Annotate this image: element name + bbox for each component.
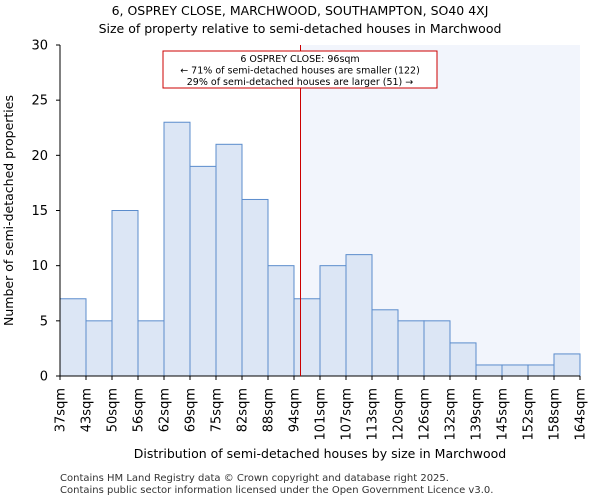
annotation-line: 6 OSPREY CLOSE: 96sqm xyxy=(240,54,359,65)
histogram-bar xyxy=(267,265,295,377)
x-tick-label: 164sqm xyxy=(574,388,589,441)
x-tick-label: 56sqm xyxy=(132,388,147,432)
y-tick-label: 25 xyxy=(31,94,48,109)
histogram-bar xyxy=(345,254,373,377)
x-tick-label: 120sqm xyxy=(392,388,407,441)
x-tick-label: 88sqm xyxy=(262,388,277,432)
x-tick-label: 158sqm xyxy=(548,388,563,441)
y-tick-label: 30 xyxy=(31,39,48,54)
histogram-bar xyxy=(397,320,425,377)
x-tick-label: 75sqm xyxy=(210,388,225,432)
x-tick-label: 62sqm xyxy=(158,388,173,432)
annotation-line: ← 71% of semi-detached houses are smalle… xyxy=(180,66,420,77)
x-tick-label: 126sqm xyxy=(418,388,433,441)
histogram-bar xyxy=(553,353,581,377)
histogram-bar xyxy=(215,143,243,377)
chart-subtitle: Size of property relative to semi-detach… xyxy=(98,21,502,36)
histogram-bar xyxy=(59,298,87,377)
histogram-bar xyxy=(501,364,529,377)
x-tick-label: 37sqm xyxy=(54,388,69,432)
footer-copyright: Contains HM Land Registry data © Crown c… xyxy=(60,473,449,484)
histogram-bar xyxy=(319,265,347,377)
x-tick-label: 43sqm xyxy=(80,388,95,432)
x-tick-label: 69sqm xyxy=(184,388,199,432)
histogram-bar xyxy=(85,320,113,377)
histogram-bar xyxy=(475,364,503,377)
histogram-bar xyxy=(527,364,555,377)
y-tick-label: 20 xyxy=(31,149,48,164)
annotation-box xyxy=(162,50,438,89)
x-tick-label: 145sqm xyxy=(496,388,511,441)
histogram-bar xyxy=(423,320,451,377)
x-tick-label: 82sqm xyxy=(236,388,251,432)
histogram-bar xyxy=(111,210,139,377)
x-tick-label: 107sqm xyxy=(340,388,355,441)
y-axis-label: Number of semi-detached properties xyxy=(1,95,16,326)
x-tick-label: 152sqm xyxy=(522,388,537,441)
x-tick-label: 113sqm xyxy=(366,388,381,441)
x-tick-label: 50sqm xyxy=(106,388,121,432)
chart-title: 6, OSPREY CLOSE, MARCHWOOD, SOUTHAMPTON,… xyxy=(111,3,489,18)
x-tick-label: 101sqm xyxy=(314,388,329,441)
histogram-bar xyxy=(293,298,321,377)
histogram-bar xyxy=(241,198,269,377)
x-axis-label: Distribution of semi-detached houses by … xyxy=(134,446,507,461)
x-tick-label: 94sqm xyxy=(288,388,303,432)
annotation-line: 29% of semi-detached houses are larger (… xyxy=(187,77,414,88)
histogram-bar xyxy=(137,320,165,377)
x-tick-label: 139sqm xyxy=(470,388,485,441)
histogram-bar xyxy=(449,342,477,377)
y-tick-label: 10 xyxy=(31,259,48,274)
y-tick-label: 0 xyxy=(40,370,48,385)
y-tick-label: 5 xyxy=(40,314,48,329)
histogram-bar xyxy=(189,165,217,377)
marker-annotation: 6 OSPREY CLOSE: 96sqm← 71% of semi-detac… xyxy=(162,50,438,89)
histogram-bar xyxy=(163,121,191,377)
footer-licence: Contains public sector information licen… xyxy=(60,485,494,496)
histogram-bar xyxy=(371,309,399,377)
x-tick-label: 132sqm xyxy=(444,388,459,441)
y-tick-label: 15 xyxy=(31,204,48,219)
